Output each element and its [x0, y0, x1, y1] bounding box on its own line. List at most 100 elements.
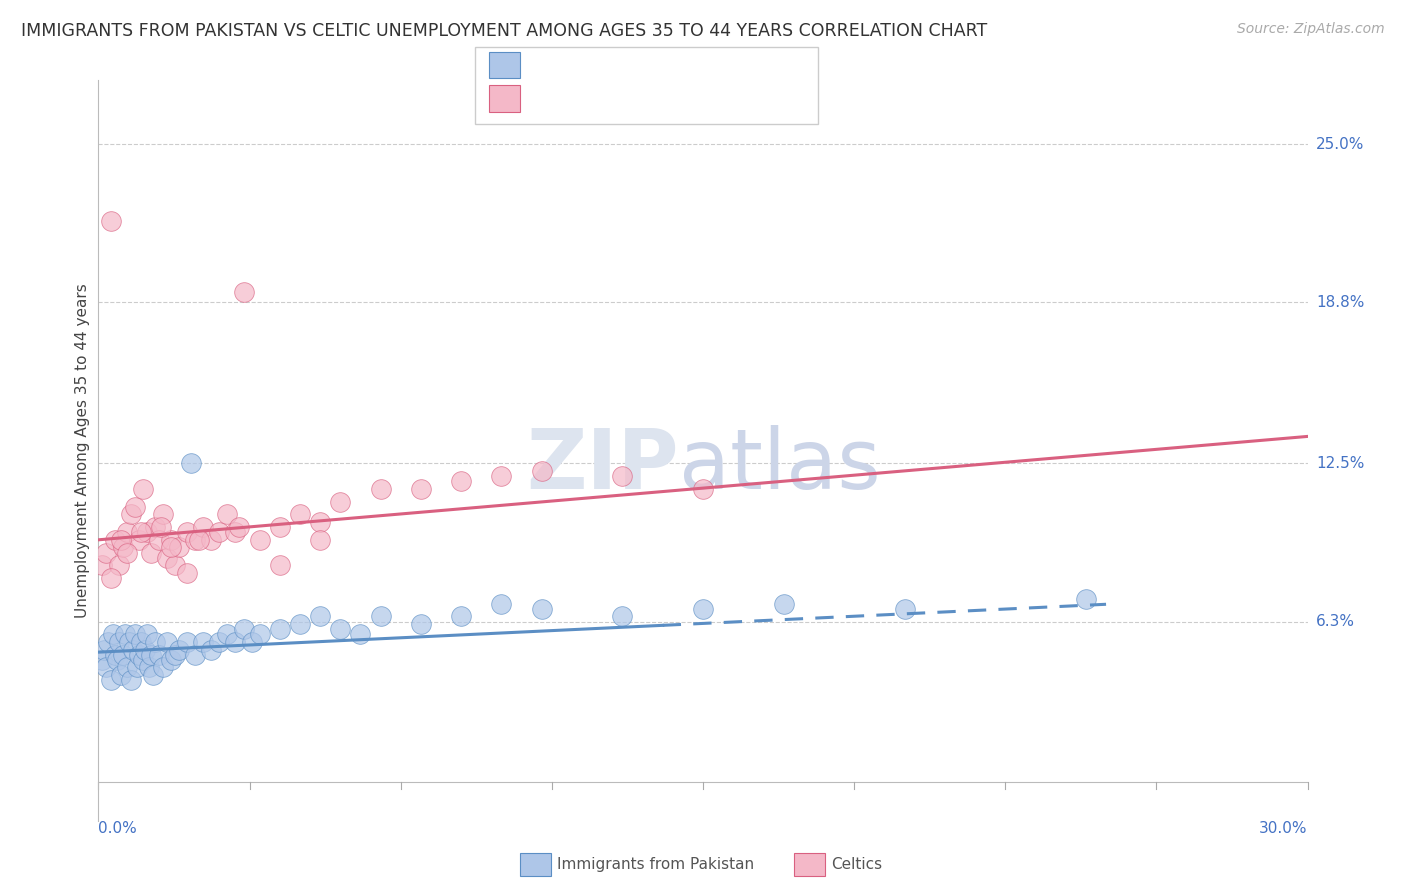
- Point: [135, 627, 157, 641]
- Point: [152, 660, 174, 674]
- Point: [409, 617, 432, 632]
- Point: [530, 464, 553, 478]
- Point: [156, 550, 179, 565]
- Point: [160, 653, 183, 667]
- Point: [329, 622, 352, 636]
- Point: [176, 566, 198, 580]
- Point: [129, 525, 152, 540]
- Point: [217, 627, 239, 641]
- Point: [409, 482, 432, 496]
- Point: [249, 533, 271, 547]
- Point: [240, 635, 263, 649]
- Point: [148, 648, 170, 662]
- Point: [96, 660, 118, 674]
- Point: [128, 533, 150, 547]
- Point: [349, 627, 371, 641]
- Point: [224, 635, 246, 649]
- Point: [152, 508, 174, 522]
- Point: [110, 533, 132, 547]
- Point: [115, 545, 138, 559]
- Point: [120, 508, 142, 522]
- Point: [288, 508, 311, 522]
- Text: IMMIGRANTS FROM PAKISTAN VS CELTIC UNEMPLOYMENT AMONG AGES 35 TO 44 YEARS CORREL: IMMIGRANTS FROM PAKISTAN VS CELTIC UNEMP…: [21, 22, 987, 40]
- Point: [148, 533, 170, 547]
- Point: [115, 525, 138, 540]
- Point: [107, 635, 129, 649]
- Point: [309, 515, 332, 529]
- Point: [115, 660, 138, 674]
- Point: [91, 558, 114, 573]
- Point: [125, 660, 148, 674]
- Point: [124, 627, 146, 641]
- Text: 12.5%: 12.5%: [1316, 456, 1364, 471]
- Point: [450, 609, 472, 624]
- Point: [167, 541, 190, 555]
- Point: [91, 653, 114, 667]
- Point: [208, 525, 231, 540]
- Point: [111, 648, 134, 662]
- Text: 30.0%: 30.0%: [1260, 821, 1308, 836]
- Point: [120, 673, 142, 688]
- Point: [180, 456, 202, 470]
- Point: [1074, 591, 1097, 606]
- Point: [228, 520, 250, 534]
- Point: [105, 653, 128, 667]
- Point: [97, 635, 120, 649]
- Point: [612, 609, 634, 624]
- Point: [107, 558, 129, 573]
- Point: [143, 635, 166, 649]
- Point: [135, 525, 157, 540]
- Point: [249, 627, 271, 641]
- Y-axis label: Unemployment Among Ages 35 to 44 years: Unemployment Among Ages 35 to 44 years: [75, 283, 90, 618]
- Point: [134, 642, 156, 657]
- Text: Celtics: Celtics: [831, 857, 882, 871]
- Point: [269, 558, 291, 573]
- Point: [139, 648, 162, 662]
- Point: [118, 635, 141, 649]
- Point: [232, 622, 254, 636]
- Point: [93, 642, 115, 657]
- Point: [100, 571, 122, 585]
- Text: 0.0%: 0.0%: [98, 821, 138, 836]
- Point: [370, 482, 392, 496]
- Point: [156, 635, 179, 649]
- Text: Source: ZipAtlas.com: Source: ZipAtlas.com: [1237, 22, 1385, 37]
- Point: [167, 642, 190, 657]
- Point: [163, 558, 186, 573]
- Point: [139, 545, 162, 559]
- Point: [96, 545, 118, 559]
- Point: [100, 673, 122, 688]
- Point: [224, 525, 246, 540]
- Text: R = 0.182   N = 51: R = 0.182 N = 51: [529, 91, 673, 105]
- Point: [103, 533, 125, 547]
- Point: [132, 482, 155, 496]
- Point: [129, 635, 152, 649]
- Point: [200, 642, 222, 657]
- Point: [612, 469, 634, 483]
- Text: 6.3%: 6.3%: [1316, 614, 1355, 629]
- Point: [309, 609, 332, 624]
- Point: [692, 601, 714, 615]
- Point: [114, 627, 136, 641]
- Point: [188, 533, 211, 547]
- Point: [100, 213, 122, 227]
- Point: [163, 648, 186, 662]
- Point: [184, 648, 207, 662]
- Point: [450, 474, 472, 488]
- Point: [160, 533, 183, 547]
- Point: [208, 635, 231, 649]
- Point: [309, 533, 332, 547]
- Point: [132, 653, 155, 667]
- Point: [692, 482, 714, 496]
- Point: [103, 648, 125, 662]
- Point: [269, 520, 291, 534]
- Point: [491, 469, 513, 483]
- Point: [491, 597, 513, 611]
- Point: [200, 533, 222, 547]
- Point: [232, 285, 254, 300]
- Point: [111, 541, 134, 555]
- Point: [893, 601, 915, 615]
- Point: [269, 622, 291, 636]
- Point: [160, 541, 183, 555]
- Point: [121, 642, 143, 657]
